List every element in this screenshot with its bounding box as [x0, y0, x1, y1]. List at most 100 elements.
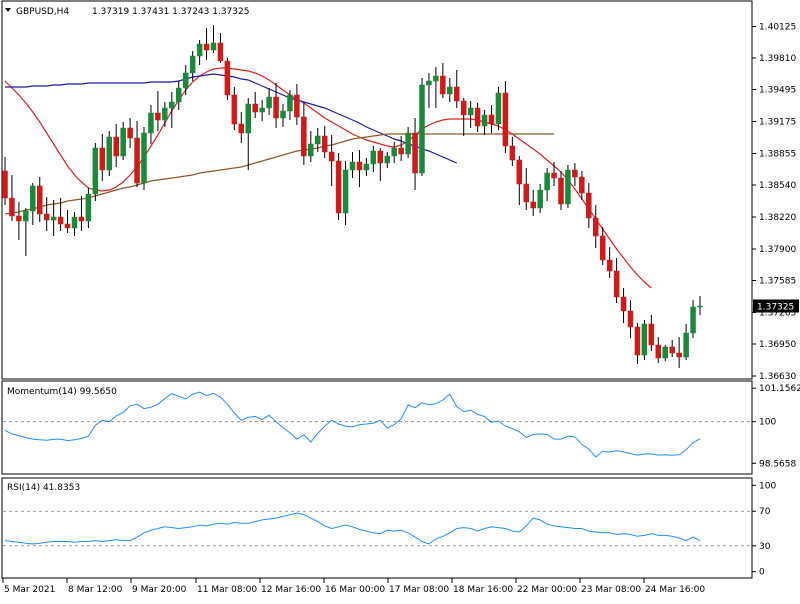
bear-candle-body: [634, 326, 641, 356]
bear-candle-body: [2, 170, 8, 199]
bear-candle-body: [356, 161, 363, 171]
bear-candle-body: [627, 310, 634, 328]
bear-candle-body: [377, 150, 384, 164]
bear-candle-body: [676, 352, 682, 358]
bear-candle-body: [217, 42, 224, 62]
time-tick-label: 5 Mar 2021: [4, 585, 55, 595]
candlestick-series: [2, 25, 703, 368]
dropdown-triangle-icon[interactable]: [5, 8, 11, 12]
bear-candle-body: [78, 216, 85, 222]
bull-candle-body: [384, 155, 390, 164]
momentum-tick-label: 101.1562: [759, 384, 800, 394]
bear-candle-body: [398, 147, 404, 155]
price-tick-label: 1.39495: [759, 86, 796, 96]
bull-candle-body: [280, 110, 286, 119]
time-tick-label: 17 Mar 08:00: [389, 585, 449, 595]
bear-candle-body: [335, 160, 342, 214]
bull-candle-body: [259, 107, 265, 113]
bear-candle-body: [57, 216, 64, 225]
bear-candle-body: [530, 201, 536, 209]
bull-candle-body: [189, 55, 196, 74]
momentum-indicator: [3, 391, 751, 458]
momentum-panel-frame: [1, 380, 753, 475]
price-panel-frame: [1, 0, 753, 380]
bull-candle-body: [495, 92, 502, 125]
bull-candle-body: [266, 96, 272, 109]
bear-candle-body: [474, 107, 481, 127]
bull-candle-body: [210, 42, 217, 51]
price-tick-label: 1.37900: [759, 245, 796, 255]
bull-candle-body: [245, 103, 251, 134]
bull-candle-body: [106, 136, 112, 171]
bull-candle-body: [481, 114, 488, 127]
bull-candle-body: [162, 107, 168, 121]
bear-candle-body: [516, 159, 523, 185]
price-tick-label: 1.37265: [759, 309, 796, 319]
time-tick-label: 18 Mar 16:00: [453, 585, 513, 595]
bear-candle-body: [669, 346, 675, 354]
bull-candle-body: [148, 112, 154, 134]
bear-candle-body: [43, 213, 50, 221]
momentum-tick-label: 100: [759, 418, 776, 428]
bear-candle-body: [203, 43, 210, 51]
current-price-label: 1.37325: [757, 303, 794, 313]
rsi-tick-label: 70: [759, 507, 771, 517]
bear-candle-body: [252, 103, 258, 113]
bear-candle-body: [648, 323, 655, 346]
symbol-label: GBPUSD,H4: [16, 7, 69, 17]
time-axis: 5 Mar 2021 8 Mar 12:00 9 Mar 20:00 11 Mar 0…: [2, 578, 705, 595]
bull-candle-body: [433, 75, 439, 82]
bear-candle-body: [460, 100, 467, 116]
price-tick-label: 1.40125: [759, 23, 796, 33]
bear-candle-body: [224, 60, 231, 96]
bear-candle-body: [551, 172, 557, 179]
bull-candle-body: [363, 163, 370, 171]
rsi-tick-label: 30: [759, 542, 771, 552]
rsi-tick-label: 100: [759, 481, 776, 491]
moving-average-lines: [4, 67, 652, 289]
bear-candle-body: [113, 136, 119, 157]
bear-candle-body: [99, 147, 106, 171]
bull-candle-body: [419, 84, 425, 174]
price-axis: 1.40125 1.39810 1.39495 1.39175 1.38855 1.385…: [752, 23, 796, 382]
bull-candle-body: [662, 346, 668, 359]
bull-candle-body: [544, 172, 550, 191]
bear-candle-body: [454, 86, 460, 102]
bull-candle-body: [141, 132, 147, 184]
bull-candle-body: [196, 43, 203, 57]
bear-candle-body: [655, 344, 662, 359]
bull-candle-body: [342, 169, 349, 214]
bear-candle-body: [134, 137, 140, 184]
time-tick-label: 23 Mar 08:00: [581, 585, 641, 595]
bear-candle-body: [558, 177, 564, 205]
price-tick-label: 1.38855: [759, 150, 796, 160]
price-tick-label: 1.39810: [759, 54, 796, 64]
time-tick-label: 16 Mar 00:00: [325, 585, 385, 595]
time-tick-label: 9 Mar 20:00: [132, 585, 187, 595]
bull-candle-body: [315, 135, 321, 145]
bull-candle-body: [308, 143, 314, 157]
price-tick-label: 1.37585: [759, 277, 796, 287]
momentum-line: [4, 391, 701, 458]
bear-candle-body: [9, 197, 15, 217]
bull-candle-body: [169, 101, 175, 109]
bull-candle-body: [287, 94, 293, 112]
bear-candle-body: [321, 135, 328, 153]
bull-candle-body: [467, 107, 474, 116]
current-price-tag-bg: [753, 299, 799, 313]
bull-candle-body: [182, 72, 189, 89]
ohlc-readout: 1.37319 1.37431 1.37243 1.37325: [92, 7, 249, 17]
moving-average-line-1: [4, 67, 652, 289]
bull-candle-body: [23, 210, 29, 222]
time-tick-label: 24 Mar 16:00: [645, 585, 705, 595]
bear-candle-body: [294, 94, 300, 118]
time-tick-label: 11 Mar 08:00: [197, 585, 257, 595]
bear-candle-body: [593, 217, 599, 237]
bear-candle-body: [328, 151, 335, 162]
bear-candle-body: [613, 270, 620, 298]
bull-candle-body: [391, 147, 397, 157]
bear-candle-body: [579, 176, 585, 194]
